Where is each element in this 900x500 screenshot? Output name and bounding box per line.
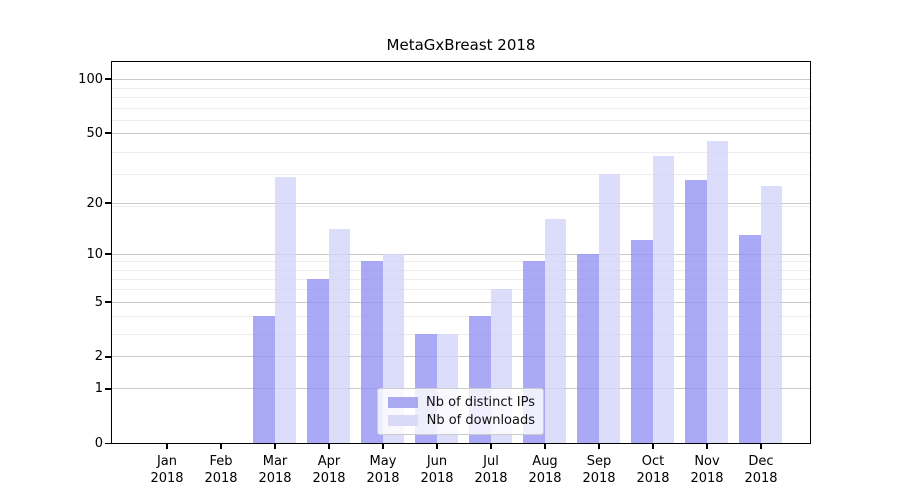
legend: Nb of distinct IPs Nb of downloads <box>377 388 544 435</box>
plot-area <box>111 61 811 444</box>
gridline-minor <box>112 174 810 176</box>
gridline-minor <box>112 151 810 153</box>
gridline-minor <box>112 278 810 280</box>
y-tick-label-50: 50 <box>86 125 103 141</box>
y-tick-mark <box>105 202 111 204</box>
bar-dec-distinct-ips <box>739 234 761 443</box>
bar-mar-distinct-ips <box>253 315 275 443</box>
x-tick-mark <box>706 444 708 449</box>
legend-item-downloads: Nb of downloads <box>386 413 535 428</box>
gridline-minor <box>112 315 810 317</box>
x-tick-label-aug: Aug 2018 <box>528 454 562 486</box>
x-tick-mark <box>166 444 168 449</box>
legend-swatch-downloads <box>388 415 418 427</box>
bar-aug-downloads <box>544 219 566 443</box>
x-tick-mark <box>328 444 330 449</box>
gridline-minor <box>112 261 810 263</box>
y-tick-label-10: 10 <box>86 246 103 262</box>
x-tick-mark <box>436 444 438 449</box>
y-tick-mark <box>105 78 111 80</box>
x-tick-mark <box>598 444 600 449</box>
x-tick-label-jul: Jul 2018 <box>474 454 508 486</box>
legend-label-distinct-ips: Nb of distinct IPs <box>426 394 535 410</box>
y-tick-mark <box>105 253 111 255</box>
y-tick-label-5: 5 <box>94 294 103 310</box>
y-tick-label-2: 2 <box>94 349 103 365</box>
gridline-minor <box>112 269 810 271</box>
x-tick-label-jun: Jun 2018 <box>420 454 454 486</box>
bar-dec-downloads <box>760 185 782 443</box>
gridline-minor <box>112 87 810 89</box>
x-tick-label-may: May 2018 <box>366 454 400 486</box>
y-tick-mark <box>105 356 111 358</box>
gridline-minor <box>112 97 810 99</box>
gridline-major-10 <box>112 253 810 255</box>
bar-oct-downloads <box>652 155 674 443</box>
x-tick-mark <box>544 444 546 449</box>
legend-label-downloads: Nb of downloads <box>426 413 535 429</box>
x-tick-mark <box>490 444 492 449</box>
x-tick-label-sep: Sep 2018 <box>582 454 616 486</box>
bar-apr-downloads <box>328 229 350 443</box>
x-tick-mark <box>652 444 654 449</box>
y-tick-label-0: 0 <box>94 436 103 451</box>
bar-sep-downloads <box>598 174 620 443</box>
y-tick-label-1: 1 <box>94 381 103 397</box>
x-tick-label-nov: Nov 2018 <box>690 454 724 486</box>
chart-title: MetaGxBreast 2018 <box>386 36 536 54</box>
y-tick-label-100: 100 <box>78 71 103 87</box>
gridline-minor <box>112 206 810 208</box>
x-tick-label-dec: Dec 2018 <box>744 454 778 486</box>
x-tick-label-mar: Mar 2018 <box>258 454 292 486</box>
bar-nov-downloads <box>706 140 728 443</box>
legend-item-distinct-ips: Nb of distinct IPs <box>386 395 535 410</box>
gridline-minor <box>112 333 810 335</box>
gridline-major-50 <box>112 132 810 134</box>
y-tick-mark <box>105 388 111 390</box>
y-tick-label-20: 20 <box>86 195 103 211</box>
gridline-major-100 <box>112 78 810 80</box>
y-tick-mark <box>105 301 111 303</box>
gridline-major-20 <box>112 202 810 204</box>
x-tick-mark <box>220 444 222 449</box>
x-tick-label-feb: Feb 2018 <box>204 454 238 486</box>
x-tick-label-jan: Jan 2018 <box>150 454 184 486</box>
bar-oct-distinct-ips <box>631 240 653 443</box>
x-tick-mark <box>274 444 276 449</box>
gridline-major-5 <box>112 301 810 303</box>
y-tick-mark <box>105 132 111 134</box>
bar-nov-distinct-ips <box>685 179 707 443</box>
legend-swatch-distinct-ips <box>388 396 418 408</box>
x-tick-label-oct: Oct 2018 <box>636 454 670 486</box>
bar-sep-distinct-ips <box>577 253 599 443</box>
bar-apr-distinct-ips <box>307 278 329 443</box>
gridline-minor <box>112 107 810 109</box>
gridline-minor <box>112 289 810 291</box>
y-tick-mark <box>105 442 111 445</box>
bar-mar-downloads <box>274 177 296 443</box>
gridline-minor <box>112 119 810 121</box>
x-tick-label-apr: Apr 2018 <box>312 454 346 486</box>
x-tick-mark <box>760 444 762 449</box>
x-tick-mark <box>382 444 384 449</box>
gridline-major-2 <box>112 356 810 358</box>
